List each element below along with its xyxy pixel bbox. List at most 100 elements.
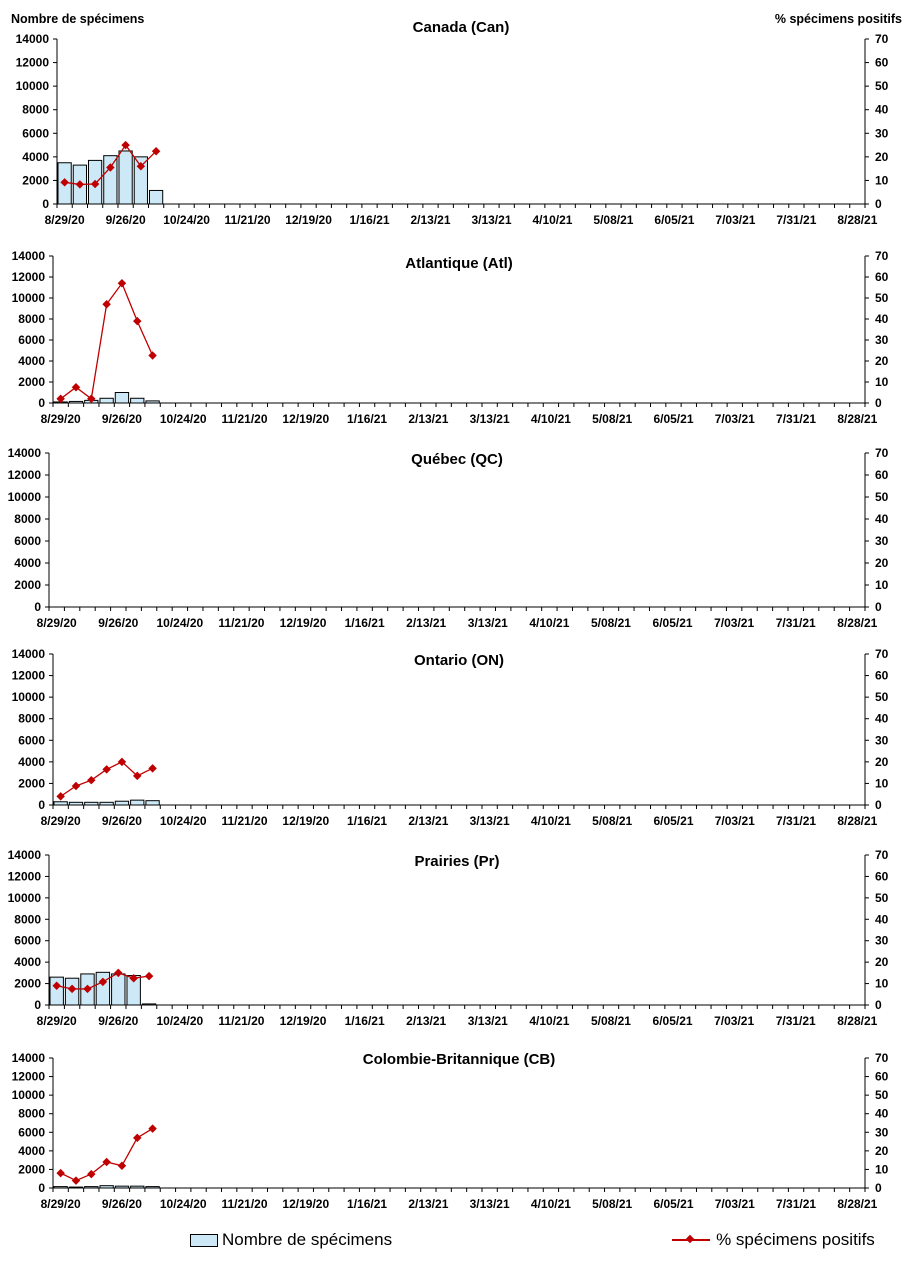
line-point	[87, 775, 96, 785]
y-left-tick-label: 0	[34, 600, 41, 614]
y-right-tick-label: 10	[875, 776, 889, 790]
y-left-tick-label: 12000	[12, 270, 46, 284]
x-tick-label: 5/08/21	[592, 814, 632, 828]
bar	[68, 1186, 84, 1189]
x-tick-label: 7/31/21	[776, 814, 816, 828]
y-right-tick-label: 40	[875, 712, 889, 726]
x-tick-label: 9/26/20	[106, 213, 146, 227]
line-point	[148, 351, 157, 360]
y-left-tick-label: 14000	[8, 446, 42, 460]
y-right-tick-label: 30	[875, 934, 889, 948]
y-right-tick-label: 70	[875, 848, 889, 862]
legend-item-line: % spécimens positifs	[392, 1230, 875, 1250]
x-tick-label: 11/21/20	[225, 213, 271, 227]
y-left-tick-label: 14000	[12, 647, 46, 661]
x-tick-label: 11/21/20	[221, 814, 267, 828]
y-right-tick-label: 60	[875, 270, 889, 284]
x-tick-label: 7/31/21	[776, 1197, 816, 1211]
y-left-tick-label: 12000	[8, 468, 42, 482]
x-tick-label: 1/16/21	[347, 1197, 387, 1211]
y-right-tick-label: 50	[875, 79, 889, 93]
x-tick-label: 8/29/20	[37, 616, 77, 630]
y-left-tick-label: 4000	[18, 1144, 45, 1158]
y-right-tick-label: 70	[875, 647, 889, 661]
x-tick-label: 1/16/21	[347, 412, 387, 426]
line-point	[56, 1168, 65, 1178]
x-tick-label: 8/29/20	[37, 1014, 77, 1028]
y-left-tick-label: 8000	[18, 312, 45, 326]
y-left-tick-label: 12000	[12, 1070, 46, 1084]
bar	[114, 800, 130, 806]
y-left-tick-label: 12000	[8, 869, 42, 883]
x-tick-label: 1/16/21	[345, 616, 385, 630]
bar	[84, 1186, 99, 1189]
x-tick-label: 12/19/20	[285, 213, 332, 227]
bar	[145, 400, 160, 404]
y-left-tick-label: 4000	[14, 955, 41, 969]
x-tick-label: 4/10/21	[529, 1014, 569, 1028]
x-tick-label: 7/31/21	[776, 1014, 816, 1028]
y-right-tick-label: 20	[875, 955, 889, 969]
x-tick-label: 8/29/20	[45, 213, 85, 227]
bar	[114, 392, 130, 404]
x-tick-label: 8/28/21	[837, 1197, 877, 1211]
line-point	[102, 765, 111, 774]
right-axis-title: % spécimens positifs	[774, 12, 902, 26]
line-point	[75, 180, 85, 189]
y-right-tick-label: 40	[875, 512, 889, 526]
y-left-tick-label: 8000	[14, 512, 41, 526]
legend-bar-swatch	[190, 1233, 218, 1247]
y-right-tick-label: 20	[875, 150, 889, 164]
y-right-tick-label: 70	[875, 249, 889, 263]
y-right-tick-label: 40	[875, 912, 889, 926]
y-left-tick-label: 2000	[18, 1162, 45, 1176]
x-tick-label: 2/13/21	[410, 213, 450, 227]
y-right-tick-label: 10	[875, 375, 889, 389]
y-left-tick-label: 2000	[18, 776, 45, 790]
line-point	[87, 394, 96, 404]
x-tick-label: 6/05/21	[653, 412, 693, 426]
x-tick-label: 8/29/20	[41, 412, 81, 426]
x-tick-label: 9/26/20	[98, 616, 138, 630]
y-right-tick-label: 30	[875, 126, 889, 140]
y-right-tick-label: 10	[875, 1162, 889, 1176]
legend: Nombre de spécimens % spécimens positifs	[190, 1228, 875, 1252]
y-left-tick-label: 4000	[18, 755, 45, 769]
bar	[145, 800, 160, 806]
x-tick-label: 4/10/21	[531, 412, 571, 426]
x-tick-label: 8/28/21	[837, 213, 877, 227]
line-point	[71, 1176, 81, 1185]
x-tick-label: 7/31/21	[776, 213, 816, 227]
x-tick-label: 6/05/21	[653, 1197, 693, 1211]
left-axis-title: Nombre de spécimens	[11, 12, 145, 26]
y-left-tick-label: 6000	[14, 934, 41, 948]
x-tick-label: 10/24/20	[160, 1197, 207, 1211]
y-right-tick-label: 20	[875, 354, 889, 368]
y-right-tick-label: 0	[875, 998, 882, 1012]
y-right-tick-label: 60	[875, 468, 889, 482]
x-tick-label: 3/13/21	[470, 1197, 510, 1211]
bar	[103, 155, 118, 205]
line-point	[71, 383, 81, 392]
y-left-tick-label: 6000	[14, 534, 41, 548]
x-tick-label: 12/19/20	[282, 814, 329, 828]
bar	[68, 400, 84, 404]
y-left-tick-label: 0	[34, 998, 41, 1012]
x-tick-label: 7/03/21	[715, 412, 755, 426]
x-tick-label: 5/08/21	[593, 213, 633, 227]
y-left-tick-label: 8000	[14, 912, 41, 926]
y-right-tick-label: 60	[875, 1070, 889, 1084]
bar	[111, 973, 126, 1006]
y-left-tick-label: 14000	[12, 249, 46, 263]
x-tick-label: 8/28/21	[837, 412, 877, 426]
legend-line-label: % spécimens positifs	[716, 1230, 875, 1249]
x-tick-label: 8/28/21	[837, 616, 877, 630]
chart-1: Canada (Can) 0 2000 4000 6000 8000 10000 12000 1…	[16, 19, 889, 227]
y-left-tick-label: 8000	[22, 103, 49, 117]
line-point	[90, 179, 100, 189]
line-point	[117, 1161, 127, 1170]
y-right-tick-label: 40	[875, 103, 889, 117]
line-point	[133, 316, 142, 326]
chart-title: Prairies (Pr)	[414, 853, 499, 870]
x-tick-label: 4/10/21	[529, 616, 569, 630]
